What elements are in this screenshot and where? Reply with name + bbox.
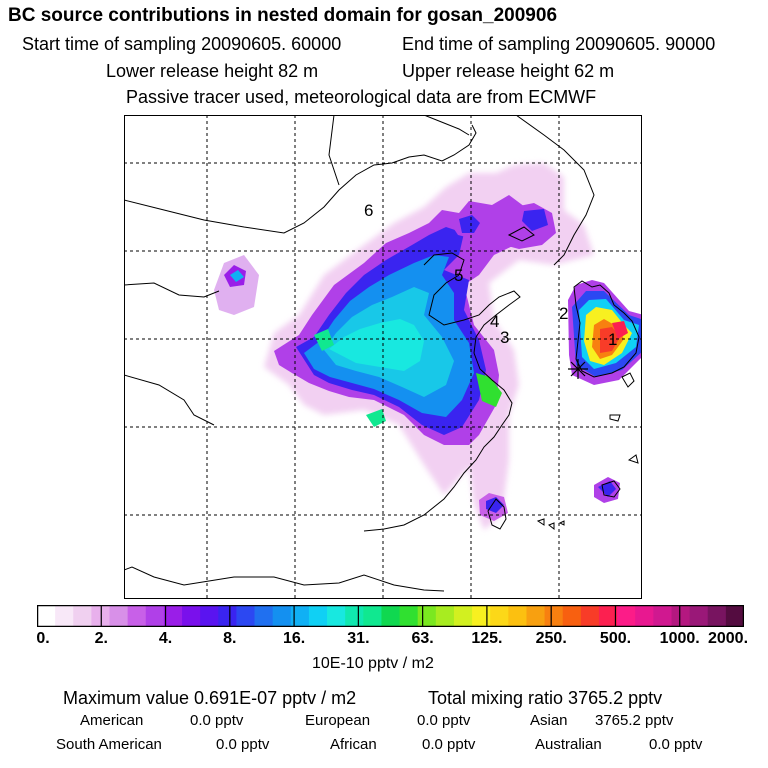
colorbar-tick-label: 8.: [223, 630, 237, 647]
colorbar-unit: 10E-10 pptv / m2: [312, 655, 434, 672]
african-value: 0.0 pptv: [422, 736, 476, 753]
colorbar-cell: [55, 605, 74, 627]
star-burst-icon: [568, 359, 588, 379]
african-label: African: [330, 736, 377, 753]
colorbar-tick-label: 4.: [158, 630, 173, 647]
colorbar-tick-label: 16.: [282, 630, 306, 647]
colorbar-cell: [145, 605, 165, 627]
region-label-2: 2: [559, 304, 568, 323]
tracer-note: Passive tracer used, meteorological data…: [126, 87, 597, 107]
south-american-label: South American: [56, 736, 162, 753]
american-label: American: [80, 712, 144, 729]
asian-label: Asian: [530, 712, 568, 729]
colorbar-cell: [363, 605, 382, 627]
colorbar-cell: [707, 605, 727, 627]
map-frame: [124, 115, 642, 599]
start-time-label: Start time of sampling 20090605. 60000: [22, 34, 342, 54]
colorbar-cell: [37, 605, 56, 627]
colorbar-tick-label: 0.: [36, 630, 50, 647]
colorbar-tick-label: 500.: [599, 630, 632, 647]
american-value: 0.0 pptv: [190, 712, 244, 729]
colorbar-cell: [490, 605, 509, 627]
lat-lon-grid: [124, 115, 642, 599]
colorbar-cell: [381, 605, 400, 627]
total-mixing-label: Total mixing ratio 3765.2 pptv: [428, 688, 663, 708]
end-time-label: End time of sampling 20090605. 90000: [402, 34, 716, 54]
region-label-5: 5: [454, 266, 463, 285]
south-american-value: 0.0 pptv: [216, 736, 270, 753]
region-label-4: 4: [490, 312, 499, 331]
max-value-label: Maximum value 0.691E-07 pptv / m2: [63, 688, 357, 708]
colorbar-tick-label: 2000.: [707, 630, 749, 647]
colorbar-cell: [453, 605, 473, 627]
coastline-layer: [124, 115, 640, 592]
colorbar-cell: [635, 605, 654, 627]
colorbar-cell: [345, 605, 364, 627]
colorbar-cell: [472, 605, 491, 627]
european-value: 0.0 pptv: [417, 712, 471, 729]
colorbar-cell: [671, 605, 691, 627]
colorbar-cell: [272, 605, 292, 627]
australian-value: 0.0 pptv: [649, 736, 703, 753]
colorbar-cell: [308, 605, 328, 627]
colorbar-tick-label: 250.: [535, 630, 567, 647]
colorbar-cell: [598, 605, 618, 627]
concentration-map: 1 2 3 4 5 6: [124, 115, 642, 599]
colorbar-cell: [689, 605, 709, 627]
colorbar-cell: [73, 605, 92, 627]
plume-layer: [214, 163, 642, 530]
upper-height-label: Upper release height 62 m: [402, 61, 615, 81]
colorbar-cell: [182, 605, 201, 627]
colorbar-cell: [580, 605, 600, 627]
european-label: European: [305, 712, 371, 729]
colorbar-cell: [562, 605, 582, 627]
lower-height-label: Lower release height 82 m: [106, 61, 319, 81]
colorbar-cell: [417, 605, 437, 627]
colorbar-cell: [109, 605, 129, 627]
colorbar-cell: [254, 605, 274, 627]
colorbar-cell: [399, 605, 419, 627]
colorbar-cell: [725, 605, 744, 627]
colorbar-cell: [526, 605, 545, 627]
plot-title: BC source contributions in nested domain…: [8, 5, 558, 26]
colorbar-cell: [544, 605, 564, 627]
colorbar-cell: [653, 605, 672, 627]
region-label-6: 6: [364, 201, 373, 220]
region-label-3: 3: [500, 328, 509, 347]
colorbar-cell: [435, 605, 455, 627]
colorbar-cell: [290, 605, 310, 627]
colorbar-tick-label: 63.: [411, 630, 434, 647]
region-label-1: 1: [608, 330, 617, 349]
colorbar-cell: [617, 605, 636, 627]
colorbar-cell: [218, 605, 237, 627]
colorbar-cell: [236, 605, 255, 627]
colorbar-tick-label: 31.: [347, 630, 370, 647]
colorbar-cell: [200, 605, 219, 627]
colorbar-tick-label: 2.: [94, 630, 108, 647]
colorbar-cell: [163, 605, 183, 627]
colorbar-cell: [508, 605, 527, 627]
asian-value: 3765.2 pptv: [595, 712, 674, 729]
colorbar: [37, 605, 744, 627]
colorbar-tick-label: 125.: [471, 630, 503, 647]
colorbar-cell: [91, 605, 110, 627]
australian-label: Australian: [535, 736, 602, 753]
colorbar-cell: [127, 605, 147, 627]
colorbar-tick-label: 1000.: [659, 630, 700, 647]
colorbar-cell: [327, 605, 346, 627]
